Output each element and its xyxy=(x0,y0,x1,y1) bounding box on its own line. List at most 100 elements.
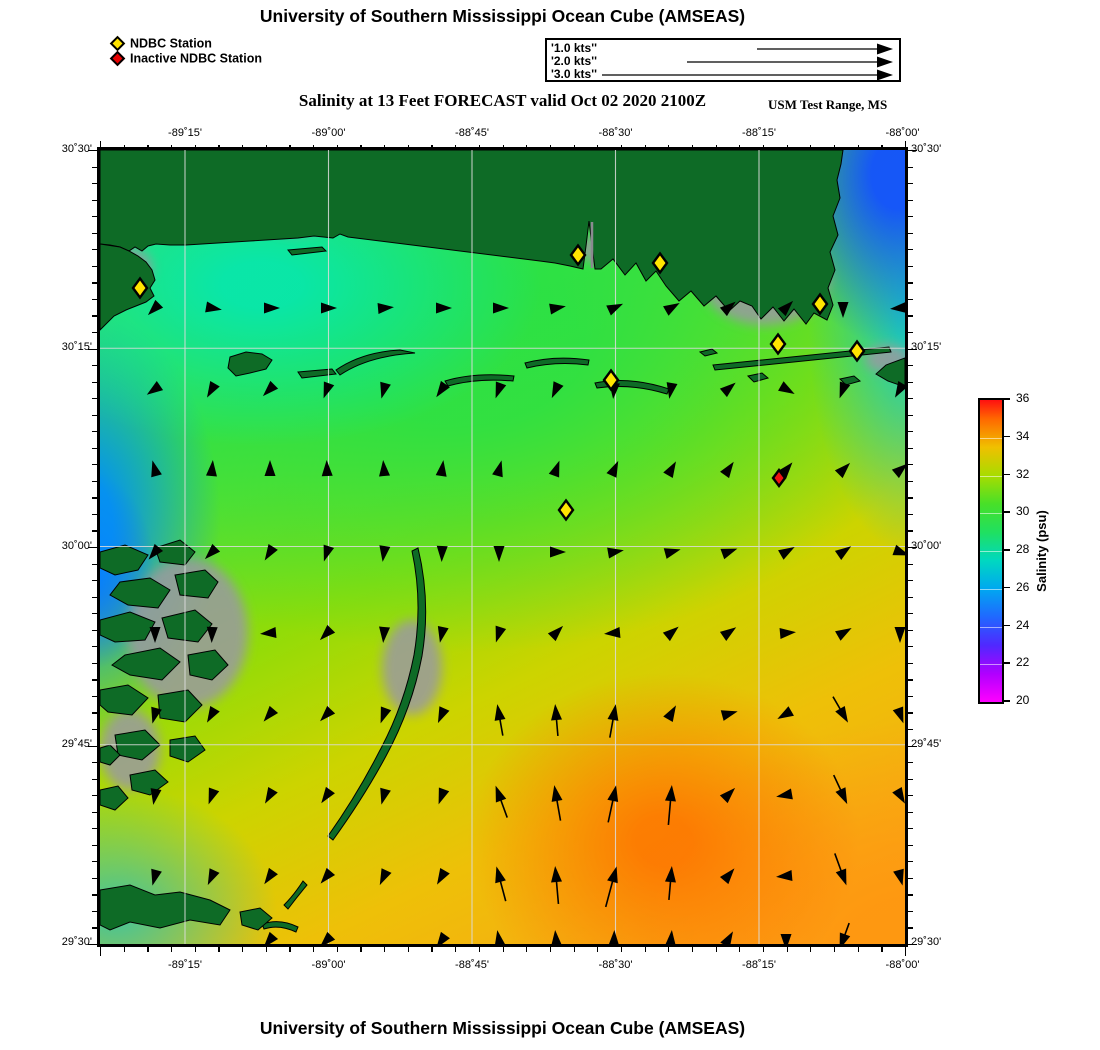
vector-head xyxy=(663,461,676,478)
tick xyxy=(242,145,244,150)
tick xyxy=(92,844,97,846)
colorbar-gridline xyxy=(980,437,1002,439)
axis-label: -88˚00' xyxy=(885,127,920,139)
vector-shaft xyxy=(834,853,843,873)
vector-head xyxy=(604,626,621,638)
vector-head xyxy=(777,706,794,719)
vector-head xyxy=(551,866,563,883)
current-vector xyxy=(149,627,161,643)
land xyxy=(227,351,273,377)
colorbar-tick xyxy=(1004,398,1010,400)
current-vector xyxy=(495,866,507,902)
tick xyxy=(384,947,386,952)
tick xyxy=(908,365,913,367)
tick xyxy=(92,199,97,201)
land xyxy=(111,647,181,681)
ticks-left xyxy=(88,150,97,946)
current-vector xyxy=(664,866,676,900)
tick xyxy=(908,331,913,334)
axis-lat-left: 30˚30' 30˚15' 30˚00' 29˚45' 29˚30' xyxy=(34,143,92,948)
colorbar-title: Salinity (psu) xyxy=(1034,510,1049,592)
axis-label: -88˚45' xyxy=(455,959,489,971)
current-vector xyxy=(547,625,564,642)
land xyxy=(100,611,156,643)
tick xyxy=(908,480,913,483)
axis-label: -89˚00' xyxy=(311,959,346,971)
tick xyxy=(691,145,694,150)
tick xyxy=(668,145,670,150)
tick xyxy=(573,947,575,952)
tick xyxy=(549,947,552,952)
tick xyxy=(431,947,433,952)
tick xyxy=(857,947,859,952)
tick xyxy=(92,183,97,185)
legend-label: NDBC Station xyxy=(130,36,212,51)
current-vector xyxy=(551,930,563,944)
vector-head xyxy=(778,547,795,560)
current-vector xyxy=(260,626,277,638)
vector-head xyxy=(437,868,450,885)
current-vector xyxy=(495,785,508,818)
tick xyxy=(908,927,913,929)
current-vector xyxy=(835,628,852,641)
vector-head xyxy=(207,381,220,398)
tick xyxy=(407,947,409,952)
vector-head xyxy=(608,930,620,944)
vector-head xyxy=(890,301,905,313)
vector-head xyxy=(835,868,847,886)
vector-head xyxy=(321,302,337,314)
current-vector xyxy=(607,547,624,559)
land-layer xyxy=(100,150,905,933)
tick xyxy=(502,947,504,952)
ndbc-station-marker xyxy=(602,368,620,392)
vector-head xyxy=(663,705,676,722)
colorbar-gridline xyxy=(980,664,1002,666)
vector-head xyxy=(146,381,164,395)
tick xyxy=(92,381,97,383)
current-vector xyxy=(662,626,679,642)
vector-head xyxy=(719,301,736,317)
axis-label: 30˚00' xyxy=(911,539,942,552)
vector-head xyxy=(438,787,450,805)
tick xyxy=(289,947,291,952)
current-vector xyxy=(150,788,162,805)
tick xyxy=(194,947,196,952)
colorbar-tick-label: 28 xyxy=(1016,542,1030,556)
vector-shaft xyxy=(498,717,504,736)
tick xyxy=(478,947,480,952)
tick xyxy=(908,414,913,416)
vector-head xyxy=(263,705,279,722)
vector-head xyxy=(377,303,394,315)
tick xyxy=(360,947,362,952)
axis-label: -89˚15' xyxy=(168,127,202,139)
current-vector xyxy=(380,706,392,724)
tick xyxy=(92,232,97,234)
colorbar-tick-label: 36 xyxy=(1016,391,1030,405)
land xyxy=(100,544,149,576)
vector-head xyxy=(663,548,681,559)
tick xyxy=(908,745,917,747)
tick xyxy=(908,762,913,764)
current-vector xyxy=(720,548,738,560)
axis-label: -88˚15' xyxy=(742,959,776,971)
current-vector xyxy=(379,868,392,886)
vector-head xyxy=(719,868,735,885)
vector-head xyxy=(379,626,391,643)
vector-head xyxy=(666,382,678,399)
vector-head xyxy=(777,300,794,317)
vector-head xyxy=(151,706,162,724)
land xyxy=(261,921,299,933)
colorbar-tick-label: 34 xyxy=(1016,428,1030,443)
tick xyxy=(336,145,338,150)
tick xyxy=(786,145,788,150)
ticks-bottom xyxy=(100,947,907,956)
current-vector xyxy=(494,930,506,944)
land xyxy=(129,769,169,796)
tick xyxy=(668,947,670,952)
current-vector xyxy=(719,627,737,641)
tick xyxy=(908,497,913,499)
tick xyxy=(92,580,97,582)
vector-head xyxy=(321,460,333,477)
vector-shaft xyxy=(499,798,508,818)
